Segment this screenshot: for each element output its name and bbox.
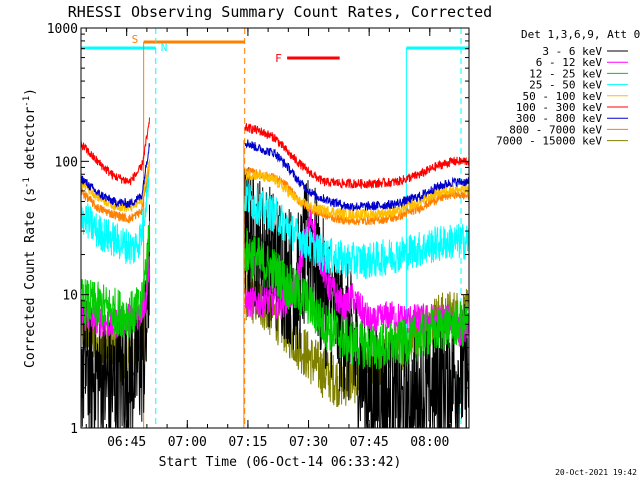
y-axis-label-end: ) (23, 88, 38, 96)
legend-entry-label-1: 6 - 12 keV (536, 56, 603, 69)
y-axis-label-sup2: -1 (22, 96, 32, 107)
legend-entry-label-0: 3 - 6 keV (542, 45, 602, 58)
series-line-5-seg-1 (244, 123, 470, 190)
y-tick-label-3: 1000 (47, 22, 78, 37)
legend-entry-label-4: 50 - 100 keV (523, 90, 603, 103)
series-line-2-seg-1 (244, 228, 470, 370)
series-line-7-seg-0 (80, 159, 150, 224)
y-axis-label-mid: detector (23, 107, 38, 178)
x-tick-label-4: 07:45 (350, 435, 389, 450)
series-line-6-seg-1 (244, 139, 470, 212)
legend-entry-label-6: 300 - 800 keV (516, 112, 602, 125)
legend-entry-label-8: 7000 - 15000 keV (496, 135, 602, 148)
legend-entry-label-3: 25 - 50 keV (529, 79, 602, 92)
series-line-2-seg-0 (80, 220, 150, 339)
series-line-3-seg-0 (80, 168, 150, 265)
x-tick-label-1: 07:00 (168, 435, 207, 450)
saa-label: S (132, 33, 139, 46)
y-axis-label: Corrected Count Rate (s-1 detector-1) (22, 88, 38, 368)
x-axis-label: Start Time (06-Oct-14 06:33:42) (159, 455, 402, 470)
legend-entry-label-2: 12 - 25 keV (529, 67, 602, 80)
series-line-5-seg-0 (80, 117, 150, 186)
x-tick-label-2: 07:15 (228, 435, 267, 450)
axis-ticks: 1 10 100 1000 06:45 07:00 07:15 07:30 07:45 08:00 (47, 22, 469, 450)
y-tick-label-1: 10 (62, 289, 78, 304)
plot-frame (80, 27, 470, 429)
x-tick-label-3: 07:30 (289, 435, 328, 450)
series-line-4-seg-1 (244, 169, 470, 221)
y-tick-label-2: 100 (55, 155, 78, 170)
legend-entry-label-7: 800 - 7000 keV (509, 123, 602, 136)
series-line-6-seg-0 (80, 143, 150, 209)
chart-title: RHESSI Observing Summary Count Rates, Co… (68, 3, 492, 21)
timestamp: 20-Oct-2021 19:42 (555, 468, 637, 477)
legend-title: Det 1,3,6,9, Att 0 (521, 28, 640, 41)
y-axis-label-sup1: -1 (22, 177, 32, 188)
flare-label: F (275, 52, 282, 65)
series-line-0-seg-1 (244, 167, 470, 429)
y-axis-label-main: Corrected Count Rate (s (23, 188, 38, 368)
night-label: N (161, 41, 168, 54)
series-line-3-seg-1 (244, 179, 470, 280)
legend-entry-label-5: 100 - 300 keV (516, 101, 602, 114)
x-tick-label-0: 06:45 (107, 435, 146, 450)
y-tick-label-0: 1 (70, 422, 78, 437)
x-tick-label-5: 08:00 (410, 435, 449, 450)
